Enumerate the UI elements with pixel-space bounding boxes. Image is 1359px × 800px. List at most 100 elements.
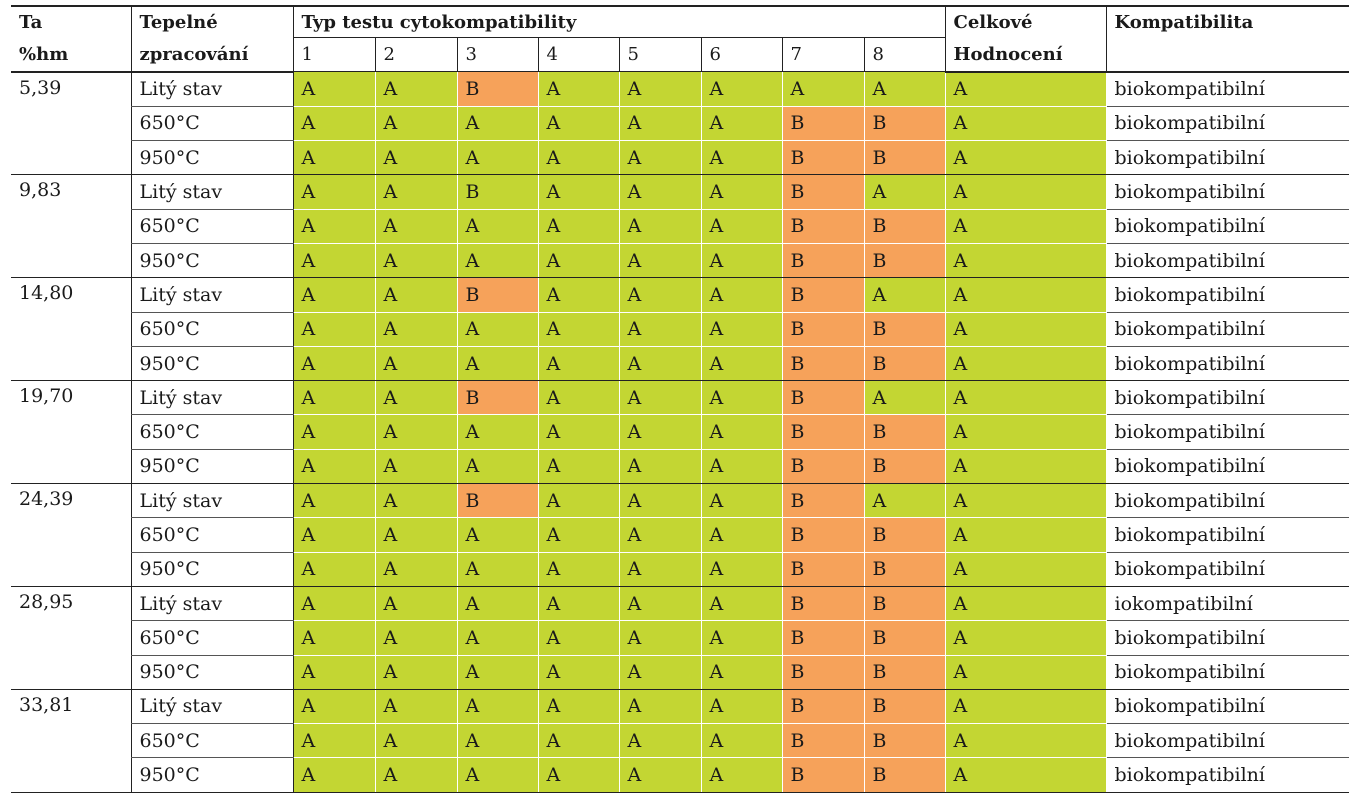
test-result-4: A [537,312,620,347]
test-result-5: A [618,689,702,725]
test-result-5: A [618,757,702,793]
test-result-7: B [781,380,865,416]
test-result-8: B [863,689,946,725]
test-result-7: B [781,723,865,759]
test-result-1: A [292,346,376,382]
test-result-8: B [863,655,946,690]
test-result-5: A [618,106,702,142]
test-result-3: A [456,209,539,244]
ta-value: 5,39 [11,71,131,176]
header-test-6: 6 [700,37,782,72]
test-result-5: A [618,723,702,759]
test-result-5: A [618,655,702,690]
overall-rating: A [944,689,1107,725]
test-result-8: B [863,552,946,587]
test-result-3: A [456,586,539,622]
test-result-5: A [618,174,702,210]
header-test-4: 4 [537,37,619,72]
test-result-8: A [863,380,946,416]
test-result-2: A [374,620,458,656]
test-result-4: A [537,655,620,690]
test-result-6: A [700,174,783,210]
test-result-5: A [618,71,702,107]
test-result-6: A [700,552,783,587]
test-result-8: B [863,449,946,485]
heat-treatment: Litý stav [130,174,293,210]
test-result-3: A [456,414,539,450]
test-result-4: A [537,71,620,107]
test-result-8: A [863,483,946,519]
test-result-3: B [456,277,539,313]
heat-treatment: Litý stav [130,483,293,519]
overall-rating: A [944,723,1107,759]
test-result-2: A [374,277,458,313]
test-result-8: B [863,106,946,142]
overall-rating: A [944,449,1107,485]
overall-rating: A [944,243,1107,279]
header-test-3: 3 [456,37,538,72]
header-test-7: 7 [781,37,864,72]
test-result-1: A [292,483,376,519]
test-result-1: A [292,277,376,313]
test-result-1: A [292,380,376,416]
test-result-7: B [781,277,865,313]
overall-rating: A [944,346,1107,382]
overall-rating: A [944,174,1107,210]
test-result-5: A [618,483,702,519]
test-result-7: B [781,414,865,450]
test-result-4: A [537,243,620,279]
test-result-4: A [537,689,620,725]
header-overall-2: Hodnocení [944,37,1106,73]
test-result-1: A [292,655,376,690]
test-result-2: A [374,71,458,107]
test-result-6: A [700,209,783,244]
compatibility-label: biokompatibilní [1105,689,1349,725]
test-result-8: B [863,140,946,176]
test-result-6: A [700,106,783,142]
header-test-8: 8 [863,37,945,72]
overall-rating: A [944,517,1107,553]
test-result-1: A [292,174,376,210]
test-result-2: A [374,312,458,347]
compatibility-label: biokompatibilní [1105,620,1349,656]
test-result-7: B [781,483,865,519]
heat-treatment: Litý stav [130,380,293,416]
test-result-7: B [781,449,865,485]
test-result-6: A [700,243,783,279]
test-result-3: A [456,312,539,347]
overall-rating: A [944,106,1107,142]
test-result-1: A [292,552,376,587]
test-result-8: A [863,71,946,107]
test-result-6: A [700,689,783,725]
heat-treatment: 950°C [130,346,293,382]
overall-rating: A [944,552,1107,587]
compatibility-label: biokompatibilní [1105,209,1349,244]
test-result-3: A [456,243,539,279]
test-result-3: A [456,655,539,690]
test-result-2: A [374,174,458,210]
test-result-2: A [374,243,458,279]
test-result-1: A [292,106,376,142]
test-result-8: B [863,586,946,622]
test-result-4: A [537,586,620,622]
test-result-3: A [456,552,539,587]
heat-treatment: Litý stav [130,277,293,313]
test-result-4: A [537,106,620,142]
ta-value: 28,95 [11,586,131,690]
compatibility-label: biokompatibilní [1105,414,1349,450]
heat-treatment: 650°C [130,106,293,142]
test-result-3: B [456,174,539,210]
test-result-6: A [700,757,783,793]
overall-rating: A [944,312,1107,347]
compatibility-label: biokompatibilní [1105,174,1349,210]
